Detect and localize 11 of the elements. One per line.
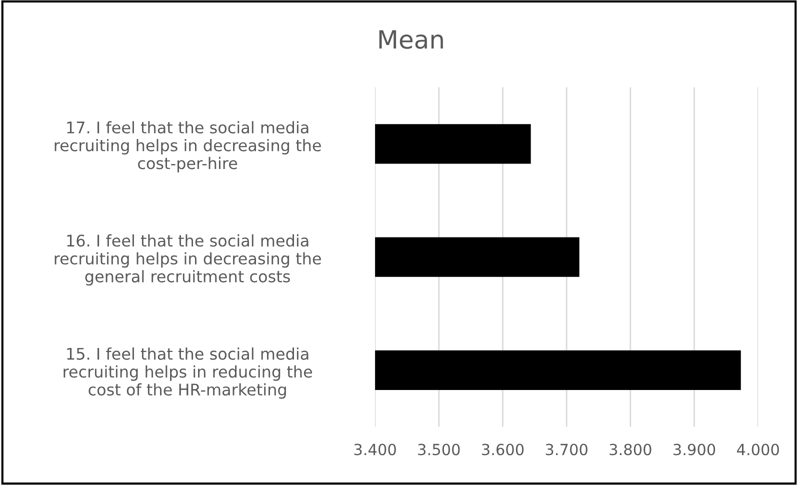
x-tick-label: 3.400 (354, 444, 396, 456)
y-tick-label: 16. I feel that the social media recruiting helps in decreasing the general recruitment costs (54, 234, 321, 286)
y-tick-label: 17. I feel that the social media recruiting helps in decreasing the cost-per-hire (54, 121, 321, 172)
x-tick-label: 3.500 (418, 444, 460, 456)
chart-title: Mean (379, 30, 443, 49)
x-tick-label: 3.600 (482, 444, 524, 456)
x-tick-label: 3.800 (610, 444, 652, 456)
y-tick-label: 15. I feel that the social media recruiting helps in reducing the cost of the HR-marketing (64, 347, 312, 399)
x-tick-label: 3.900 (674, 444, 716, 456)
x-tick-label: 4.000 (736, 444, 779, 456)
x-tick-label: 3.700 (546, 444, 588, 456)
